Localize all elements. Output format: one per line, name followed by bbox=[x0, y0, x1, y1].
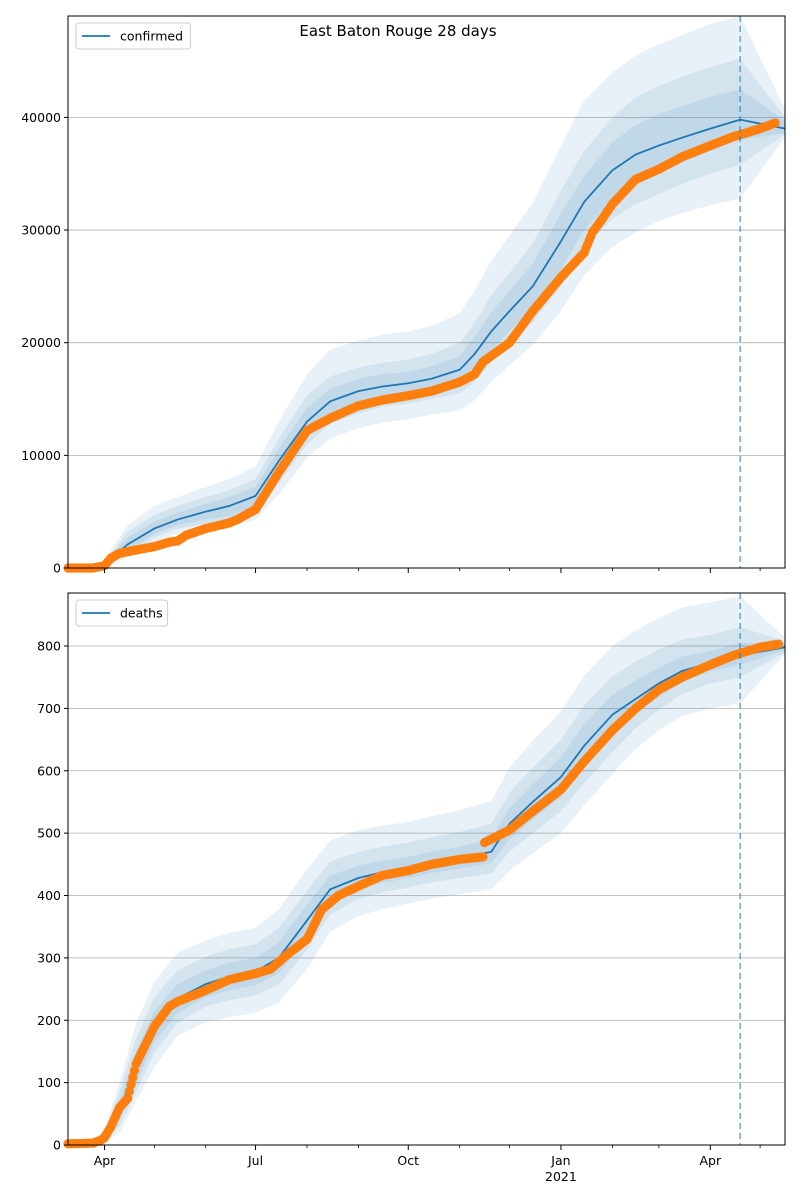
y-tick-label: 800 bbox=[37, 639, 61, 654]
observed-point bbox=[126, 1079, 136, 1090]
uncertainty-band bbox=[68, 89, 785, 568]
observed-point bbox=[478, 852, 488, 862]
legend-label: deaths bbox=[120, 606, 163, 621]
fit-line bbox=[67, 118, 786, 569]
legend-box bbox=[75, 22, 191, 50]
y-tick-label: 0 bbox=[53, 561, 61, 576]
observed-point bbox=[124, 1086, 135, 1096]
y-tick-label: 700 bbox=[37, 701, 61, 716]
y-tick-label: 200 bbox=[37, 1013, 61, 1028]
y-tick-label: 20000 bbox=[21, 335, 61, 350]
legend: confirmed bbox=[75, 22, 191, 50]
legend-label: confirmed bbox=[120, 29, 183, 44]
x-tick-label: Apr bbox=[94, 1153, 116, 1168]
figure-title: East Baton Rouge 28 days bbox=[299, 22, 496, 40]
confirmed-panel: 0 10000 20000 30000 40000 confirmed bbox=[21, 15, 786, 576]
axes-frame bbox=[67, 15, 786, 569]
uncertainty-band bbox=[68, 16, 785, 568]
observed-point bbox=[770, 118, 780, 128]
x-tick-label: Oct bbox=[397, 1153, 419, 1168]
y-tick-label: 500 bbox=[37, 826, 61, 841]
y-tick-label: 10000 bbox=[21, 448, 61, 463]
observed-point bbox=[128, 1073, 138, 1083]
legend: deaths bbox=[75, 599, 169, 627]
y-tick-label: 400 bbox=[37, 888, 61, 903]
axes-frame bbox=[67, 592, 786, 1146]
y-tick-label: 100 bbox=[37, 1075, 61, 1090]
x-tick-label: Jul bbox=[247, 1153, 263, 1168]
y-tick-label: 0 bbox=[53, 1138, 61, 1153]
x-tick-sublabel: 2021 bbox=[545, 1169, 577, 1184]
legend-box bbox=[75, 599, 169, 627]
x-tick-label: Apr bbox=[700, 1153, 722, 1168]
deaths-panel: 0 100 200 300 400 500 600 700 800 Apr Jul Oct Jan202… bbox=[37, 592, 786, 1184]
uncertainty-band bbox=[68, 58, 785, 569]
y-tick-label: 30000 bbox=[21, 223, 61, 238]
y-tick-label: 40000 bbox=[21, 110, 61, 125]
observed-point bbox=[773, 639, 783, 649]
observed-point bbox=[123, 1093, 133, 1103]
y-tick-label: 300 bbox=[37, 950, 61, 965]
x-tick-label: Jan bbox=[550, 1153, 570, 1168]
uncertainty-band bbox=[68, 627, 785, 1145]
observed-point bbox=[129, 1066, 139, 1076]
y-tick-label: 600 bbox=[37, 763, 61, 778]
